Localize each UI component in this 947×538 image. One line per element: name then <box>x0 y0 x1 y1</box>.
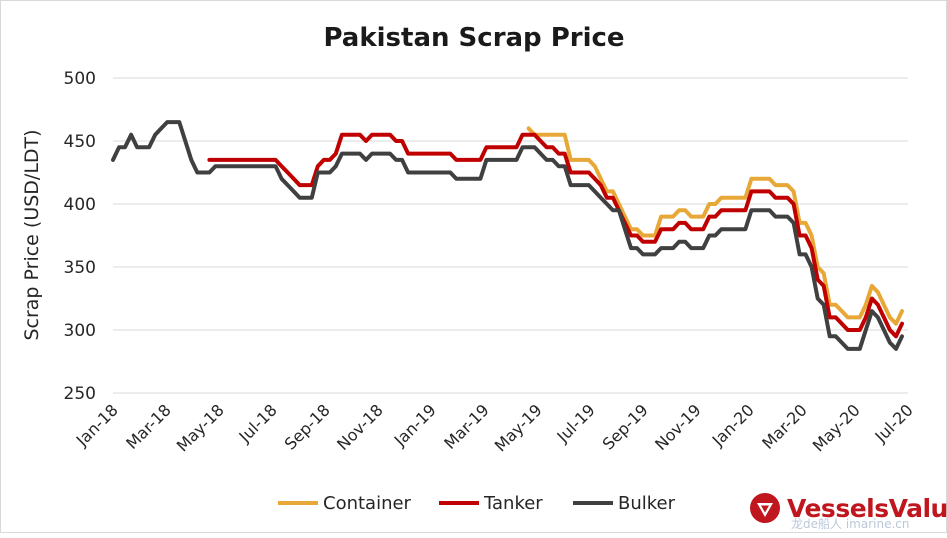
x-tick-label: Jul-18 <box>235 400 281 446</box>
vesselsvalue-logo: VesselsValue 龙de船人 imarine.cn <box>750 493 947 531</box>
x-tick-label: Jul-20 <box>871 400 917 446</box>
x-tick-label: May-18 <box>173 400 228 455</box>
x-tick-label: Jan-19 <box>390 400 440 450</box>
x-tick-label: Jan-18 <box>72 400 122 450</box>
y-tick-label: 400 <box>64 195 96 215</box>
logo-text: VesselsValue <box>787 494 947 523</box>
legend-label-container: Container <box>323 493 412 514</box>
series-line-tanker <box>207 132 904 339</box>
gridlines <box>113 77 908 394</box>
chart-title: Pakistan Scrap Price <box>323 23 624 53</box>
y-tick-label: 350 <box>64 258 96 278</box>
x-tick-label: Nov-19 <box>651 400 705 454</box>
series-lines <box>111 120 904 351</box>
vesselsvalue-triangle-logo-icon <box>750 493 780 523</box>
y-tick-label: 250 <box>64 384 96 404</box>
x-tick-label: Mar-19 <box>440 400 493 453</box>
x-tick-label: Jul-19 <box>553 400 599 446</box>
y-axis-label: Scrap Price (USD/LDT) <box>21 129 43 340</box>
x-tick-label: Nov-18 <box>333 400 387 454</box>
legend: Container Tanker Bulker <box>278 493 676 514</box>
x-tick-label: Sep-19 <box>599 400 652 453</box>
series-line-bulker <box>111 120 904 351</box>
x-tick-label: Jan-20 <box>708 400 758 450</box>
legend-label-bulker: Bulker <box>618 493 676 514</box>
watermark-text: 龙de船人 imarine.cn <box>791 517 909 531</box>
series-line-container <box>526 126 904 326</box>
x-tick-label: May-19 <box>491 400 546 455</box>
x-tick-label: Mar-18 <box>122 400 175 453</box>
y-axis-ticks: 250 300 350 400 450 500 <box>64 69 96 404</box>
y-tick-label: 500 <box>64 69 96 89</box>
y-tick-label: 300 <box>64 321 96 341</box>
y-tick-label: 450 <box>64 132 96 152</box>
legend-label-tanker: Tanker <box>483 493 543 514</box>
x-tick-label: Sep-18 <box>281 400 334 453</box>
x-tick-label: May-20 <box>809 400 864 455</box>
x-tick-label: Mar-20 <box>758 400 811 453</box>
